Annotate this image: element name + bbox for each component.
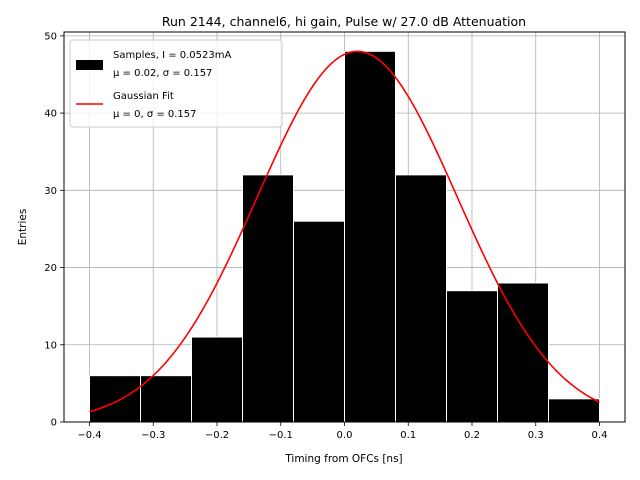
x-tick-label: −0.1 — [269, 430, 293, 441]
histogram-bars — [89, 50, 600, 423]
x-axis-ticks: −0.4 −0.3 −0.2 −0.1 0.0 0.1 0.2 0.3 0.4 — [77, 422, 607, 441]
legend-fit-label: Gaussian Fit — [113, 91, 174, 102]
y-axis-label: Entries — [17, 209, 29, 246]
histogram-bar — [548, 398, 600, 423]
histogram-bar — [242, 174, 294, 423]
y-tick-label: 40 — [44, 109, 57, 120]
y-tick-label: 50 — [44, 31, 57, 42]
histogram-bar — [446, 290, 498, 423]
y-tick-label: 0 — [51, 418, 57, 429]
y-tick-label: 10 — [44, 340, 57, 351]
x-tick-label: 0.1 — [400, 430, 416, 441]
histogram-bar — [140, 375, 192, 423]
legend-samples-swatch — [76, 60, 103, 70]
x-tick-label: −0.3 — [141, 430, 165, 441]
legend-box — [69, 39, 283, 128]
x-tick-label: −0.2 — [205, 430, 229, 441]
x-tick-label: −0.4 — [77, 430, 101, 441]
histogram-bar — [344, 50, 396, 423]
x-tick-label: 0.4 — [592, 430, 608, 441]
y-tick-label: 30 — [44, 186, 57, 197]
legend-samples-stats: μ = 0.02, σ = 0.157 — [113, 68, 212, 79]
histogram-bar — [191, 336, 243, 423]
legend-fit-stats: μ = 0, σ = 0.157 — [113, 109, 197, 120]
histogram-bar — [89, 375, 141, 423]
legend: Samples, I = 0.0523mA μ = 0.02, σ = 0.15… — [69, 39, 283, 128]
x-tick-label: 0.3 — [528, 430, 544, 441]
legend-samples-label: Samples, I = 0.0523mA — [113, 50, 231, 61]
gaussian-fit-line — [89, 50, 600, 413]
x-tick-label: 0.0 — [337, 430, 353, 441]
x-axis-label: Timing from OFCs [ns] — [284, 453, 402, 465]
chart-title: Run 2144, channel6, hi gain, Pulse w/ 27… — [162, 14, 526, 29]
histogram-bar — [395, 174, 447, 423]
y-tick-label: 20 — [44, 263, 57, 274]
gaussian-fit-layer — [89, 50, 600, 413]
y-axis-ticks: 0 10 20 30 40 50 — [44, 31, 64, 429]
histogram-bar — [293, 220, 345, 423]
x-tick-label: 0.2 — [464, 430, 480, 441]
